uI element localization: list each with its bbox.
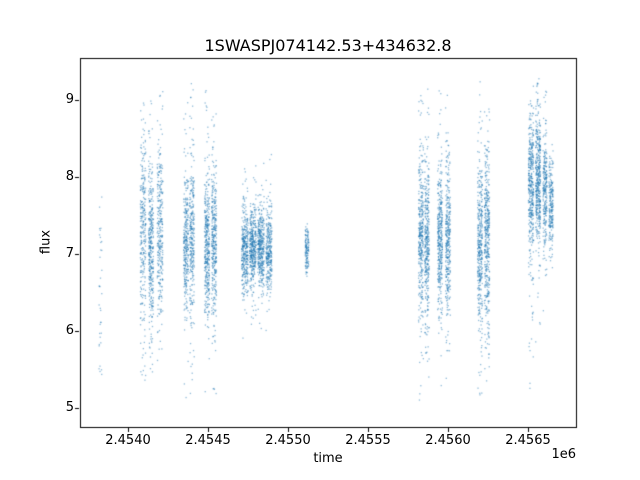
y-tick-label: 5: [65, 400, 74, 415]
x-tick-label: 2.4560: [425, 433, 471, 448]
x-tick-label: 2.4550: [265, 433, 311, 448]
y-tick-label: 7: [65, 246, 74, 261]
x-tick-label: 2.4540: [105, 433, 151, 448]
x-axis-label: time: [313, 451, 343, 466]
x-tick-label: 2.4545: [185, 433, 231, 448]
chart-title: 1SWASPJ074142.53+434632.8: [204, 36, 452, 55]
x-tick-label: 2.4565: [505, 433, 551, 448]
x-tick-label: 2.4555: [345, 433, 391, 448]
y-tick-label: 6: [65, 323, 74, 338]
x-axis-offset-label: 1e6: [551, 447, 576, 462]
y-tick-label: 8: [65, 169, 74, 184]
y-tick-label: 9: [65, 92, 74, 107]
